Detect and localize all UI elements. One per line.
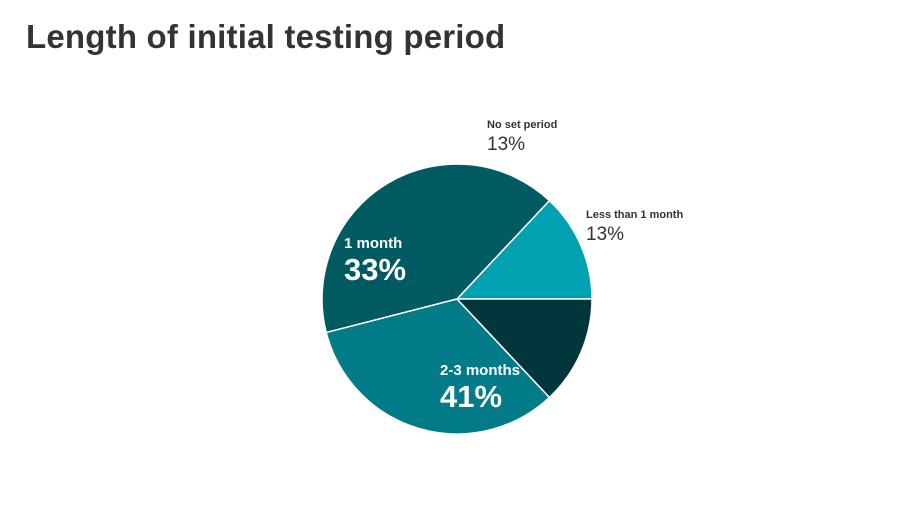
slice-value-label: 13% — [586, 224, 624, 245]
pie-slice-2-3-months — [321, 163, 551, 334]
slice-label: 2-3 months — [440, 362, 520, 379]
pie-slices — [321, 163, 593, 435]
slice-label: No set period — [487, 119, 557, 131]
slice-label: 1 month — [344, 235, 402, 252]
pie-slice-1-month — [325, 298, 551, 435]
pie-slice-no-set-period — [455, 298, 593, 399]
slice-value-label: 41% — [440, 379, 502, 414]
slice-value-label: 13% — [487, 134, 525, 155]
pie-slice-less-than-1-month — [455, 199, 593, 300]
slice-value-label: 33% — [344, 252, 406, 287]
slice-label: Less than 1 month — [586, 209, 683, 221]
chart-title: Length of initial testing period — [26, 18, 506, 55]
